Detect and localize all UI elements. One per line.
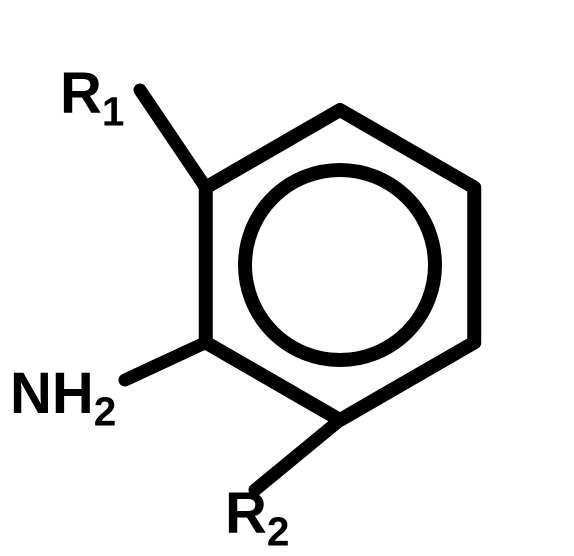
r1-subscript: 1 [102, 89, 125, 135]
substituent-bonds [125, 90, 340, 490]
r2-text: R [225, 481, 267, 546]
r2-subscript: 2 [267, 509, 290, 555]
amine-nh2-label: NH2 [10, 360, 116, 436]
nh2-text: NH [10, 361, 94, 426]
substituent-r2-label: R2 [225, 480, 289, 556]
bond-line [140, 90, 206, 188]
substituent-r1-label: R1 [60, 60, 124, 136]
bond-line [125, 343, 206, 381]
aromatic-ring-circle [245, 170, 435, 360]
chemical-structure-diagram: R1 NH2 R 2 [0, 0, 574, 541]
r1-text: R [60, 61, 102, 126]
nh2-subscript: 2 [94, 389, 117, 435]
